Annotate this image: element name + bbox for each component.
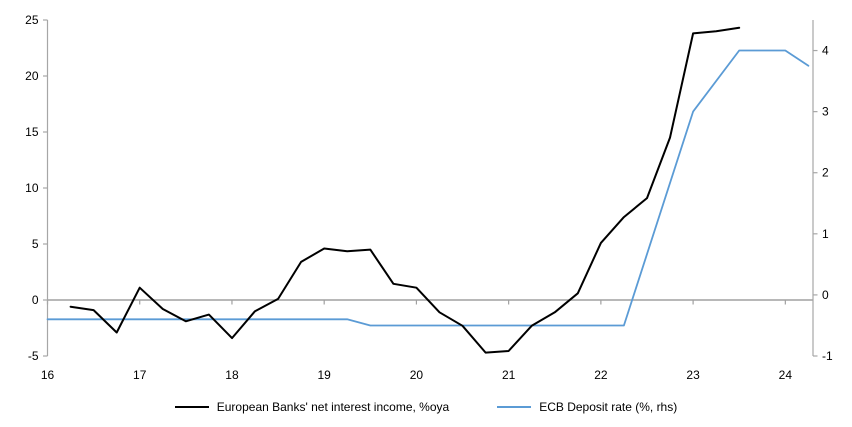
x-axis-tick-label: 22 xyxy=(594,368,608,382)
legend-label-net-interest-income: European Banks' net interest income, %oy… xyxy=(216,400,450,414)
left-axis-tick-label: 25 xyxy=(25,13,39,27)
right-axis-tick-label: 0 xyxy=(822,288,829,302)
left-axis-tick-label: 20 xyxy=(25,69,39,83)
legend-item-ecb-deposit-rate: ECB Deposit rate (%, rhs) xyxy=(497,400,677,414)
x-axis-tick-label: 24 xyxy=(779,368,793,382)
right-axis-tick-label: 4 xyxy=(822,44,829,58)
right-axis-tick-label: 3 xyxy=(822,105,829,119)
x-axis-tick-label: 18 xyxy=(225,368,239,382)
x-axis-tick-label: 20 xyxy=(410,368,424,382)
legend-label-ecb-deposit-rate: ECB Deposit rate (%, rhs) xyxy=(539,400,678,414)
right-axis-tick-label: 2 xyxy=(822,166,829,180)
x-axis-tick-label: 17 xyxy=(133,368,147,382)
blue-line-swatch xyxy=(497,406,532,408)
legend-item-net-interest-income: European Banks' net interest income, %oy… xyxy=(174,400,450,414)
right-axis-tick-label: -1 xyxy=(822,349,833,363)
left-axis-tick-label: -5 xyxy=(28,349,39,363)
x-axis-tick-label: 19 xyxy=(318,368,332,382)
chart-legend: European Banks' net interest income, %oy… xyxy=(0,400,852,414)
right-axis: -1 0 1 2 3 4 xyxy=(812,20,833,363)
series-line-ecb-deposit-rate-rhs xyxy=(46,49,810,327)
x-axis: 16 17 18 19 20 21 22 23 24 xyxy=(41,300,793,382)
black-line-swatch xyxy=(174,406,209,408)
left-axis-tick-label: 0 xyxy=(32,293,39,307)
left-axis-tick-label: 10 xyxy=(25,181,39,195)
right-axis-tick-label: 1 xyxy=(822,227,829,241)
left-axis-tick-label: 15 xyxy=(25,125,39,139)
series-line-european-banks-net-interest-income-oya xyxy=(69,26,741,354)
left-axis: -5 0 5 10 15 20 25 xyxy=(25,13,49,363)
x-axis-tick-label: 23 xyxy=(686,368,700,382)
x-axis-tick-label: 16 xyxy=(41,368,55,382)
x-axis-tick-label: 21 xyxy=(502,368,516,382)
left-axis-tick-label: 5 xyxy=(32,237,39,251)
